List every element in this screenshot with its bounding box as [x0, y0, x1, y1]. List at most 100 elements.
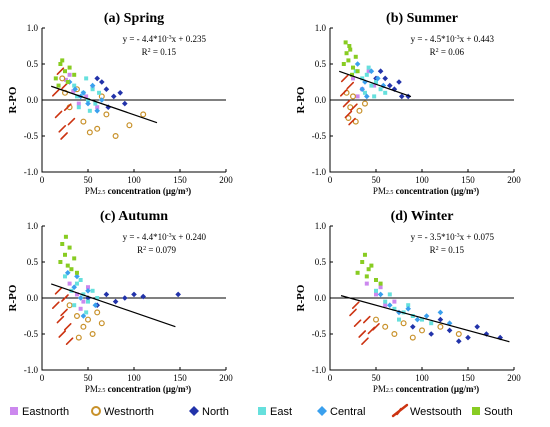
x-tick-label: 100: [127, 175, 141, 185]
point-south: [351, 65, 355, 70]
point-north: [398, 93, 405, 100]
legend-marker-westsouth: [391, 403, 409, 418]
y-tick-label: 0.5: [27, 257, 39, 267]
point-south: [360, 260, 365, 264]
point-westnorth: [75, 334, 82, 341]
point-westnorth: [126, 122, 133, 129]
regression-equation: y = - 4.4*10-3x + 0.235: [123, 34, 207, 44]
point-central: [446, 320, 453, 326]
point-south: [63, 69, 67, 74]
legend-label: Central: [330, 406, 365, 418]
point-central: [362, 79, 368, 85]
point-westsouth: [344, 110, 353, 119]
point-north: [405, 93, 411, 100]
point-east: [86, 98, 90, 102]
x-tick-label: 200: [219, 373, 233, 383]
legend-label: Eastnorth: [22, 406, 69, 418]
point-westnorth: [347, 104, 354, 111]
point-westnorth: [455, 331, 462, 338]
legend-item-westsouth: Westsouth: [391, 403, 462, 418]
point-central: [359, 86, 365, 92]
point-westnorth: [350, 93, 357, 100]
point-westnorth: [94, 309, 101, 316]
point-westsouth: [363, 315, 371, 324]
point-eastnorth: [81, 299, 86, 304]
point-south: [58, 260, 63, 264]
point-south: [347, 44, 352, 48]
point-westsouth: [56, 67, 65, 75]
point-south: [56, 83, 61, 88]
regression-line: [51, 85, 158, 124]
legend-label: South: [484, 406, 513, 418]
point-westsouth: [361, 337, 369, 345]
point-central: [80, 90, 87, 96]
point-east: [410, 314, 415, 318]
y-axis-label: R-PO: [7, 86, 19, 113]
point-north: [122, 100, 128, 107]
point-eastnorth: [95, 105, 100, 110]
y-axis-label: R-PO: [7, 284, 19, 311]
point-south: [350, 72, 355, 77]
point-central: [89, 82, 96, 89]
point-eastnorth: [383, 303, 388, 308]
point-eastnorth: [74, 292, 79, 297]
y-tick-label: 1.0: [27, 221, 39, 231]
point-westnorth: [112, 133, 119, 140]
point-westnorth: [59, 75, 66, 82]
point-central: [377, 291, 384, 298]
legend-marker-east: [258, 407, 266, 415]
point-south: [60, 242, 65, 246]
legend-marker-eastnorth: [10, 407, 18, 415]
point-north: [396, 79, 402, 85]
x-tick-label: 200: [507, 373, 521, 383]
point-eastnorth: [78, 306, 83, 311]
legend-item-central: Central: [317, 406, 365, 418]
point-north: [122, 295, 128, 301]
legend-label: Westsouth: [410, 406, 462, 418]
point-east: [95, 296, 100, 300]
point-north: [456, 338, 462, 344]
point-north: [175, 291, 181, 298]
point-south: [362, 252, 367, 257]
legend-item-westnorth: Westnorth: [91, 406, 154, 418]
point-south: [72, 72, 77, 77]
point-north: [382, 75, 388, 82]
y-axis-label: R-PO: [295, 284, 307, 311]
point-central: [92, 302, 99, 308]
x-tick-label: 100: [415, 373, 429, 383]
y-tick-label: -0.5: [312, 329, 327, 339]
point-east: [378, 87, 383, 92]
point-westnorth: [373, 316, 380, 323]
point-south: [364, 274, 369, 279]
point-westsouth: [340, 89, 348, 97]
legend-marker-westnorth: [91, 406, 101, 416]
regression-line: [51, 283, 176, 328]
point-eastnorth: [86, 285, 90, 290]
x-axis-label: PM2.5 concentration (μg/m³): [85, 186, 191, 196]
point-westsouth: [65, 337, 74, 345]
point-central: [375, 75, 381, 82]
point-westnorth: [437, 323, 444, 330]
panels: (a) Spring -1.0 -0.5 0.0 0.5 1.0 0 50 100 150 200 R…: [7, 11, 521, 394]
point-north: [446, 327, 453, 334]
panel-3: (c) Autumn -1.0 -0.5 0.0 0.5 1.0 0 50 100 150 200 R…: [7, 209, 233, 394]
point-south: [65, 263, 70, 268]
panel-title: (a) Spring: [104, 11, 164, 26]
regression-equation: y = - 3.5*10-3x + 0.075: [411, 232, 495, 242]
point-central: [74, 273, 80, 280]
x-tick-label: 100: [415, 175, 429, 185]
point-eastnorth: [84, 94, 89, 99]
point-central: [85, 288, 91, 294]
point-east: [429, 321, 434, 326]
point-eastnorth: [392, 299, 397, 304]
point-westnorth: [361, 100, 368, 107]
point-east: [84, 76, 89, 81]
point-central: [387, 302, 393, 308]
point-westsouth: [58, 125, 67, 133]
point-central: [423, 313, 430, 319]
point-eastnorth: [63, 77, 68, 82]
point-east: [369, 83, 374, 88]
point-westnorth: [86, 129, 93, 136]
point-east: [90, 288, 95, 293]
legend-marker-south: [472, 407, 480, 415]
